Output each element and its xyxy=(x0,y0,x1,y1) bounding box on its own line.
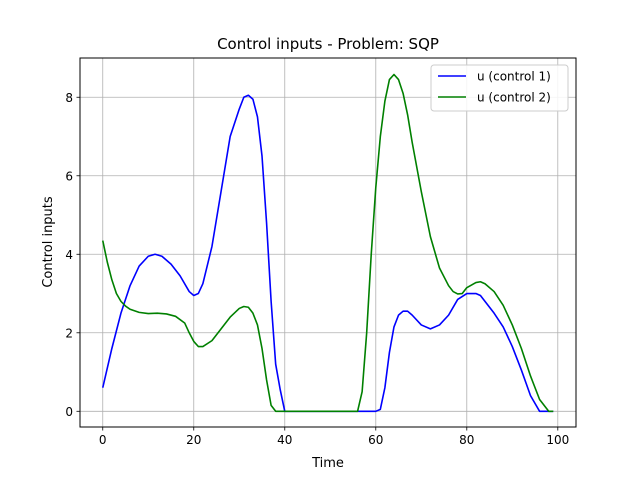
x-tick-label: 20 xyxy=(186,433,201,447)
y-axis: 0 2 4 6 8 xyxy=(65,91,80,419)
y-tick-label: 8 xyxy=(65,91,73,105)
x-axis-label: Time xyxy=(311,456,344,471)
x-axis: 0 20 40 60 80 100 xyxy=(99,427,569,447)
y-axis-label: Control inputs xyxy=(41,196,56,288)
legend: u (control 1) u (control 2) xyxy=(430,64,569,112)
legend-label-control-2: u (control 2) xyxy=(477,91,551,105)
chart-title: Control inputs - Problem: SQP xyxy=(217,35,439,53)
y-tick-label: 0 xyxy=(65,405,73,419)
x-tick-label: 100 xyxy=(546,433,569,447)
x-tick-label: 60 xyxy=(368,433,383,447)
x-tick-label: 80 xyxy=(459,433,474,447)
x-tick-label: 40 xyxy=(277,433,292,447)
y-tick-label: 2 xyxy=(65,326,73,340)
plot-frame xyxy=(79,57,577,428)
legend-label-control-1: u (control 1) xyxy=(477,70,551,84)
series-layer xyxy=(101,73,554,413)
y-tick-label: 4 xyxy=(65,248,73,262)
series-line-control-2 xyxy=(101,73,554,413)
y-tick-label: 6 xyxy=(65,169,73,183)
x-tick-label: 0 xyxy=(99,433,107,447)
